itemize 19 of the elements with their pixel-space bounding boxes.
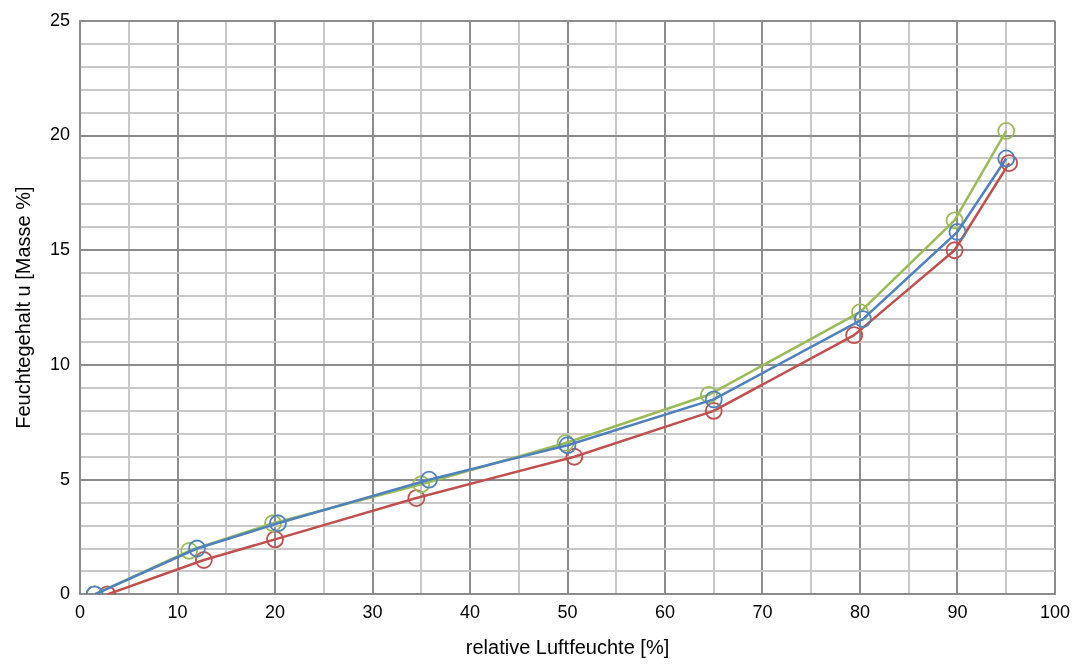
y-tick-label: 0 xyxy=(60,583,71,604)
x-tick-label: 10 xyxy=(167,602,188,623)
y-tick-label: 20 xyxy=(49,124,71,145)
y-axis-title: Feuchtegehalt u [Masse %] xyxy=(11,186,34,429)
y-tick-label: 25 xyxy=(49,9,71,30)
x-tick-label: 100 xyxy=(1039,602,1071,623)
x-tick-label: 50 xyxy=(557,602,578,623)
x-tick-label: 30 xyxy=(362,602,383,623)
y-tick-label: 5 xyxy=(60,468,71,489)
x-axis-title: relative Luftfeuchte [%] xyxy=(465,635,670,658)
x-tick-label: 70 xyxy=(752,602,773,623)
x-tick-label: 80 xyxy=(849,602,871,623)
y-tick-label: 10 xyxy=(49,353,71,374)
x-tick-label: 90 xyxy=(947,602,968,623)
x-tick-label: 40 xyxy=(459,602,481,623)
x-tick-label: 20 xyxy=(265,602,286,623)
y-tick-label: 15 xyxy=(49,239,71,260)
x-tick-label: 60 xyxy=(654,602,676,623)
x-tick-label: 0 xyxy=(75,602,86,623)
